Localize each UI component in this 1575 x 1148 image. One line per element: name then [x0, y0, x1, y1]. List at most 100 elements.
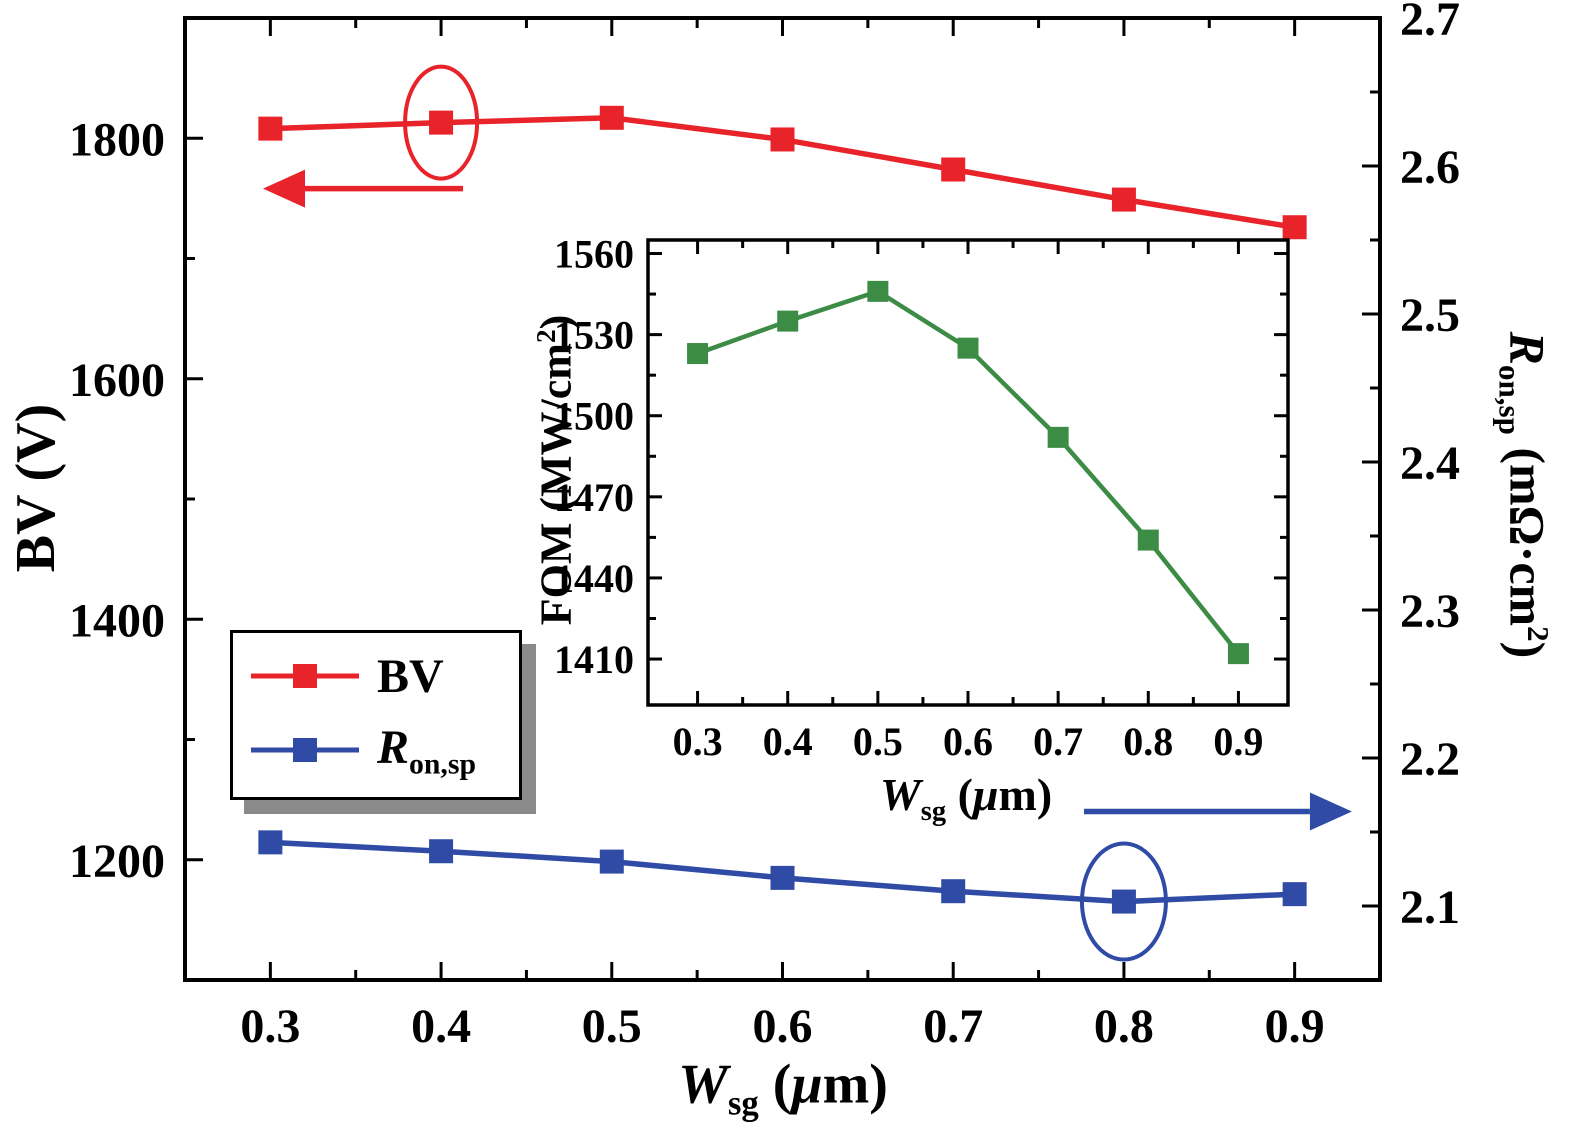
ronsp-marker: [1282, 882, 1307, 907]
svg-text:0.5: 0.5: [582, 1000, 642, 1053]
x-axis-unit-open: (: [758, 1053, 792, 1116]
svg-text:0.8: 0.8: [1094, 1000, 1154, 1053]
legend-item-bv: BV: [249, 649, 519, 704]
annotations: [263, 64, 1352, 962]
main-series: [258, 105, 1307, 914]
svg-text:1400: 1400: [69, 594, 165, 647]
right-axis-symbol: R: [1499, 331, 1556, 366]
svg-text:1500: 1500: [554, 394, 634, 439]
x-axis-symbol: W: [678, 1053, 728, 1116]
right-axis-subscript: on,sp: [1492, 365, 1528, 435]
bv-marker: [258, 116, 283, 141]
fom-marker: [1227, 643, 1249, 665]
svg-text:1470: 1470: [554, 475, 634, 520]
fom-marker: [777, 310, 799, 332]
svg-text:0.4: 0.4: [763, 719, 813, 764]
bv-marker: [941, 157, 966, 182]
svg-text:0.3: 0.3: [240, 1000, 300, 1053]
svg-text:0.9: 0.9: [1265, 1000, 1325, 1053]
inset-x-axis-unit-mu: μ: [972, 768, 999, 820]
svg-text:2.5: 2.5: [1400, 289, 1460, 342]
inset-y-axis-exponent: 2: [530, 329, 561, 344]
bv-series: [258, 105, 1307, 240]
svg-text:1410: 1410: [554, 637, 634, 682]
svg-text:0.4: 0.4: [411, 1000, 471, 1053]
svg-text:1440: 1440: [554, 556, 634, 601]
x-axis-unit-mu: μ: [791, 1053, 823, 1116]
ronsp-marker: [599, 849, 624, 874]
svg-text:2.1: 2.1: [1400, 881, 1460, 934]
inset-y-axis-text: FOM (MW/cm: [531, 343, 581, 626]
fom-series: [687, 280, 1249, 665]
inset-x-axis-symbol: W: [879, 768, 921, 820]
bv-marker: [429, 110, 454, 135]
svg-text:0.3: 0.3: [673, 719, 723, 764]
svg-text:0.7: 0.7: [923, 1000, 983, 1053]
inset-x-axis-unit-open: (: [946, 768, 973, 820]
fom-marker: [867, 280, 889, 302]
right-axis-unit-exponent: 2: [1521, 626, 1557, 642]
fom-marker: [1047, 426, 1069, 448]
fom-marker: [687, 343, 709, 365]
svg-text:0.7: 0.7: [1033, 719, 1083, 764]
svg-text:0.6: 0.6: [753, 1000, 813, 1053]
bv-marker: [599, 105, 624, 130]
inset-x-axis-subscript: sg: [920, 796, 947, 828]
ronsp-marker: [770, 865, 795, 890]
svg-text:0.5: 0.5: [853, 719, 903, 764]
svg-text:1200: 1200: [69, 835, 165, 888]
svg-text:2.3: 2.3: [1400, 585, 1460, 638]
legend-label-ronsp: Ron,sp: [377, 720, 476, 782]
ronsp-right-arrow-head-icon: [1309, 792, 1352, 831]
inset-y-axis-close: ): [531, 314, 581, 330]
legend-label-bv: BV: [377, 649, 444, 703]
svg-text:1560: 1560: [554, 232, 634, 277]
right-axis-unit-close: ): [1499, 641, 1556, 659]
legend: BV Ron,sp: [230, 630, 522, 800]
ronsp-marker: [1111, 889, 1136, 914]
svg-text:2.6: 2.6: [1400, 141, 1460, 194]
bv-marker: [770, 127, 795, 152]
ronsp-highlight-ellipse: [1079, 841, 1168, 962]
ronsp-legend-swatch-icon: [251, 738, 359, 763]
legend-item-ronsp: Ron,sp: [249, 720, 519, 782]
legend-ronsp-subscript: on,sp: [409, 747, 476, 781]
inset-x-axis-title: Wsg (μm): [880, 768, 1052, 828]
inset-y-axis-title: FOM (MW/cm2): [531, 315, 582, 626]
bv-left-arrow-head-icon: [263, 169, 305, 208]
inset-x-axis-unit-close: m): [998, 768, 1053, 820]
bv-legend-swatch-icon: [251, 664, 359, 689]
svg-text:1800: 1800: [69, 113, 165, 166]
inset-background: [648, 240, 1288, 705]
svg-text:2.2: 2.2: [1400, 733, 1460, 786]
bv-marker: [1111, 187, 1136, 212]
inset-chart: 0.3 0.4 0.5 0.6 0.7 0.8 0.9 1410 1440 1470 1500 153…: [554, 232, 1290, 764]
inset-tick-labels: 0.3 0.4 0.5 0.6 0.7 0.8 0.9 1410 1440 1470 1500 153…: [554, 232, 1263, 764]
x-axis-unit-close: m): [822, 1053, 888, 1116]
inset-plot-frame: [646, 238, 1290, 707]
main-tick-labels: 0.3 0.4 0.5 0.6 0.7 0.8 0.9 1200 1400 1600 1800 2.1…: [69, 0, 1460, 1053]
svg-text:0.8: 0.8: [1123, 719, 1173, 764]
bv-highlight-ellipse: [403, 64, 480, 181]
ronsp-marker: [258, 830, 283, 855]
bv-marker: [1282, 215, 1307, 240]
ronsp-marker: [941, 879, 966, 904]
left-axis-title: BV (V): [5, 403, 67, 573]
right-axis-unit: (mΩ·cm: [1499, 434, 1556, 627]
ronsp-series: [258, 830, 1307, 914]
svg-text:2.4: 2.4: [1400, 437, 1460, 490]
svg-text:0.6: 0.6: [943, 719, 993, 764]
svg-text:0.9: 0.9: [1213, 719, 1263, 764]
legend-ronsp-symbol: R: [377, 720, 410, 774]
svg-text:2.7: 2.7: [1400, 0, 1460, 46]
fom-marker: [957, 337, 979, 359]
main-plot-frame: [183, 16, 1382, 982]
svg-text:1600: 1600: [69, 354, 165, 407]
x-axis-subscript: sg: [727, 1083, 759, 1123]
x-axis-title: Wsg (μm): [678, 1052, 888, 1123]
svg-text:1530: 1530: [554, 313, 634, 358]
right-axis-title: Ron,sp (mΩ·cm2): [1492, 332, 1557, 659]
fom-marker: [1137, 529, 1159, 551]
